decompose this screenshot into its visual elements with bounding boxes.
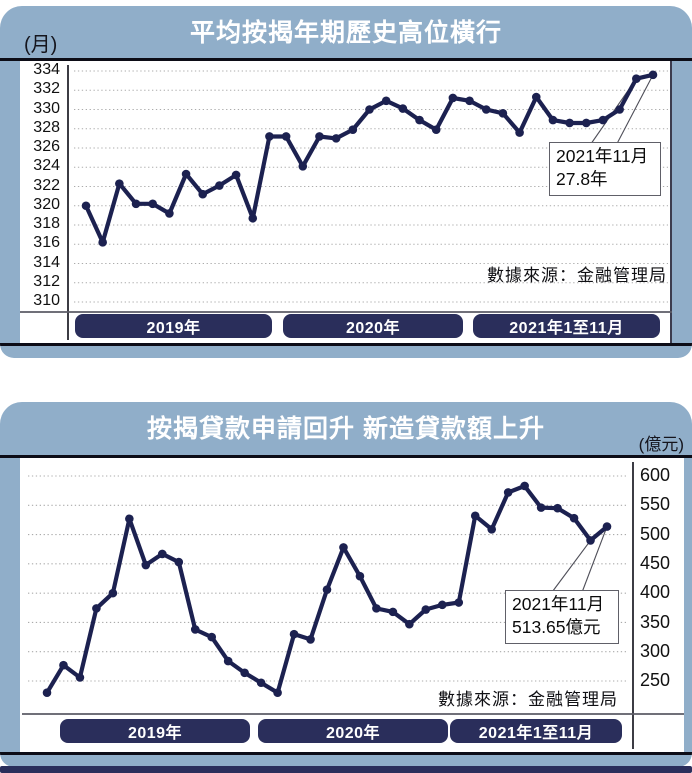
data-points	[42, 481, 612, 698]
chart-header-tenure: (月) 平均按揭年期歷史高位橫行	[0, 6, 692, 58]
annotation-value: 513.65億元	[512, 616, 601, 637]
x-group-2021: 2021年1至11月	[450, 719, 622, 743]
panel-wrap: 600 550 500 450 400 350 300 250 2021年11月 513.65…	[0, 458, 692, 752]
bottom-bar	[0, 766, 692, 773]
line-chart-tenure	[20, 65, 672, 340]
chart-title: 平均按揭年期歷史高位橫行	[189, 19, 502, 47]
y-axis-unit-label: (月)	[24, 34, 58, 56]
x-group-2019: 2019年	[75, 314, 272, 338]
annotation-date: 2021年11月	[556, 146, 649, 166]
plot-area-loans: 600 550 500 450 400 350 300 250 2021年11月 513.65…	[20, 458, 684, 752]
chart-card-new-loans: 按揭貸款申請回升 新造貸款額上升 (億元) 600 550 500 450 400 350…	[0, 402, 692, 767]
annotation-value: 27.8年	[556, 168, 608, 189]
data-source: 數據來源：金融管理局	[487, 266, 667, 285]
x-group-2021: 2021年1至11月	[473, 314, 660, 338]
chart-title: 按揭貸款申請回升 新造貸款額上升	[147, 415, 545, 443]
chart-header-loans: 按揭貸款申請回升 新造貸款額上升 (億元)	[0, 402, 692, 455]
leader-lines	[552, 526, 608, 592]
annotation-date: 2021年11月	[512, 594, 605, 614]
y-axis-unit-label: (億元)	[638, 435, 684, 454]
x-group-2020: 2020年	[258, 719, 448, 743]
data-annotation: 2021年11月 27.8年	[549, 142, 661, 196]
data-points	[81, 70, 658, 247]
axes	[20, 65, 672, 340]
data-annotation: 2021年11月 513.65億元	[505, 590, 619, 644]
header-divider	[0, 455, 692, 458]
footer-divider	[0, 752, 692, 755]
plot-area-tenure: 334 332 330 328 326 324 322 320 318 316 314 312 310 …	[20, 61, 672, 343]
chart-card-mortgage-tenure: (月) 平均按揭年期歷史高位橫行 334 332 330 328 326 324 322 32…	[0, 6, 692, 358]
panel-wrap: 334 332 330 328 326 324 322 320 318 316 314 312 310 …	[0, 61, 692, 343]
x-group-2019: 2019年	[60, 719, 250, 743]
footer-divider	[0, 343, 692, 346]
x-group-2020: 2020年	[283, 314, 463, 338]
header-divider	[0, 58, 692, 61]
axes	[22, 462, 684, 749]
data-source: 數據來源：金融管理局	[438, 690, 618, 709]
